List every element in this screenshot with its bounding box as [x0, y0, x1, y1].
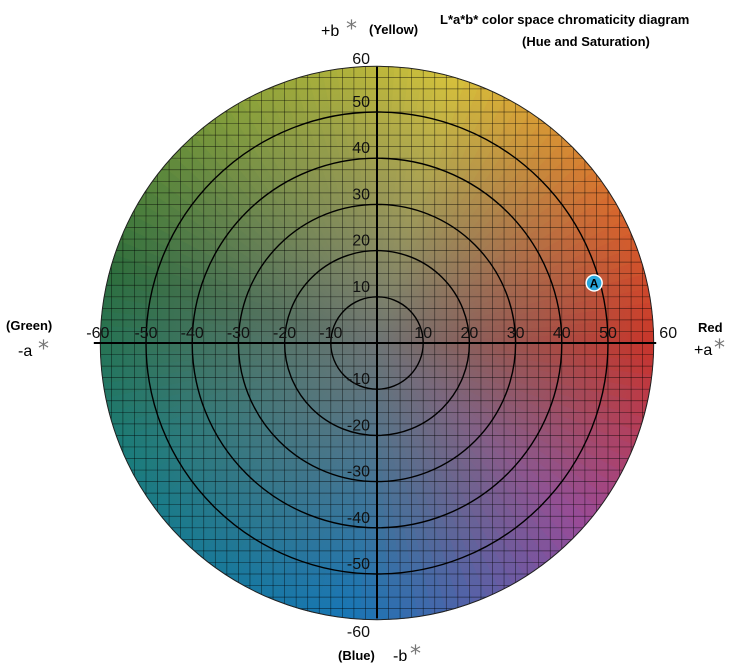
- a-tick-label: 20: [461, 325, 479, 342]
- a-tick-label: 60: [659, 325, 677, 342]
- axis-sign-plus-a: +a: [694, 342, 712, 359]
- axes: [93, 66, 657, 619]
- a-tick-label: -20: [273, 325, 296, 342]
- b-tick-label: -30: [347, 464, 370, 481]
- axis-label-right: Red +a *: [694, 320, 725, 361]
- a-tick-label: -30: [227, 325, 250, 342]
- b-tick-label: -60: [347, 624, 370, 641]
- axis-star-right: *: [714, 336, 725, 361]
- axis-star-left: *: [38, 337, 49, 362]
- b-tick-label: 60: [352, 51, 370, 68]
- b-tick-label: 40: [352, 140, 370, 157]
- axis-sign-plus-b: +b: [321, 23, 339, 40]
- b-axis-tick-labels: 60 50 40 30 20 10 -10 -20 -30 -40 -50 -60: [347, 51, 370, 641]
- axis-name-yellow: (Yellow): [369, 22, 418, 37]
- diagram-subtitle: (Hue and Saturation): [522, 34, 650, 49]
- axis-star-top: *: [346, 17, 357, 42]
- a-tick-label: -10: [319, 325, 342, 342]
- axis-label-left: (Green) -a *: [6, 318, 52, 362]
- point-a-marker: A: [585, 274, 603, 292]
- axis-sign-minus-a: -a: [18, 343, 32, 360]
- axis-label-top: +b * (Yellow): [321, 17, 418, 42]
- b-tick-label: -20: [347, 417, 370, 434]
- axis-label-bottom: (Blue) -b *: [338, 642, 421, 667]
- b-tick-label: 20: [352, 233, 370, 250]
- b-tick-label: -10: [347, 371, 370, 388]
- point-a-dot: [585, 274, 603, 292]
- a-tick-label: 30: [507, 325, 525, 342]
- b-tick-label: 30: [352, 186, 370, 203]
- a-tick-label: -50: [134, 325, 157, 342]
- point-a-label: A: [590, 276, 599, 290]
- diagram-title: L*a*b* color space chromaticity diagram: [440, 12, 689, 27]
- a-axis-tick-labels: -60 -50 -40 -30 -20 -10 10 20 30 40 50 60: [86, 325, 677, 342]
- axis-name-red: Red: [698, 320, 723, 335]
- b-tick-label: -40: [347, 510, 370, 527]
- b-tick-label: 10: [352, 279, 370, 296]
- a-tick-label: 10: [414, 325, 432, 342]
- a-tick-label: -60: [86, 325, 109, 342]
- axis-star-bottom: *: [410, 642, 421, 667]
- b-tick-label: 50: [352, 94, 370, 111]
- b-tick-label: -50: [347, 556, 370, 573]
- axis-sign-minus-b: -b: [393, 648, 407, 665]
- a-tick-label: -40: [181, 325, 204, 342]
- a-tick-label: 50: [599, 325, 617, 342]
- axis-name-green: (Green): [6, 318, 52, 333]
- axis-name-blue: (Blue): [338, 648, 375, 663]
- a-tick-label: 40: [553, 325, 571, 342]
